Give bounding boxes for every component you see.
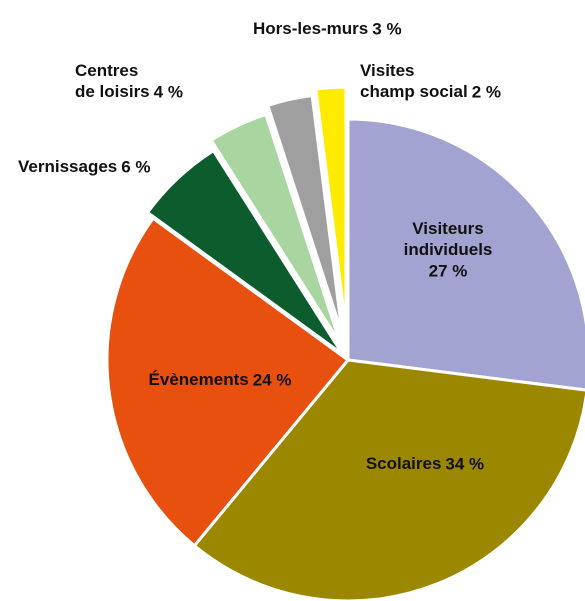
pie-slice (209, 112, 342, 345)
value-label: 2 % (472, 82, 501, 101)
pie-slice (105, 216, 351, 548)
slice-label: Hors-les-murs (253, 19, 368, 38)
pie-slice (192, 358, 585, 601)
label-line: Centres (75, 61, 138, 80)
label-line: Hors-les-murs (253, 19, 368, 38)
pie-slice (314, 85, 348, 329)
slice-label: Vernissages (18, 157, 117, 176)
pie-slice (346, 117, 585, 392)
pie-slice (265, 93, 344, 336)
value-label: 24 % (253, 370, 292, 389)
label-line: Visites (360, 61, 415, 80)
value-label: 4 % (154, 82, 183, 101)
label-line: champ social (360, 82, 468, 101)
slice-label: Centres de loisirs (75, 61, 150, 101)
value-label: 27 % (429, 261, 468, 280)
slice-label: Visiteurs individuels (404, 219, 493, 259)
slice-label: Visites champ social (360, 61, 468, 101)
value-label: 6 % (121, 157, 150, 176)
label-line: Vernissages (18, 157, 117, 176)
label-line: Scolaires (366, 454, 442, 473)
label-line: individuels (404, 240, 493, 259)
value-label: 3 % (372, 19, 401, 38)
label-line: de loisirs (75, 82, 150, 101)
pie-slice (145, 148, 344, 356)
label-line: Visiteurs (412, 219, 484, 238)
label-line: Évènements (149, 370, 249, 389)
slice-label: Évènements (149, 370, 249, 389)
slice-label: Scolaires (366, 454, 442, 473)
value-label: 34 % (445, 454, 484, 473)
